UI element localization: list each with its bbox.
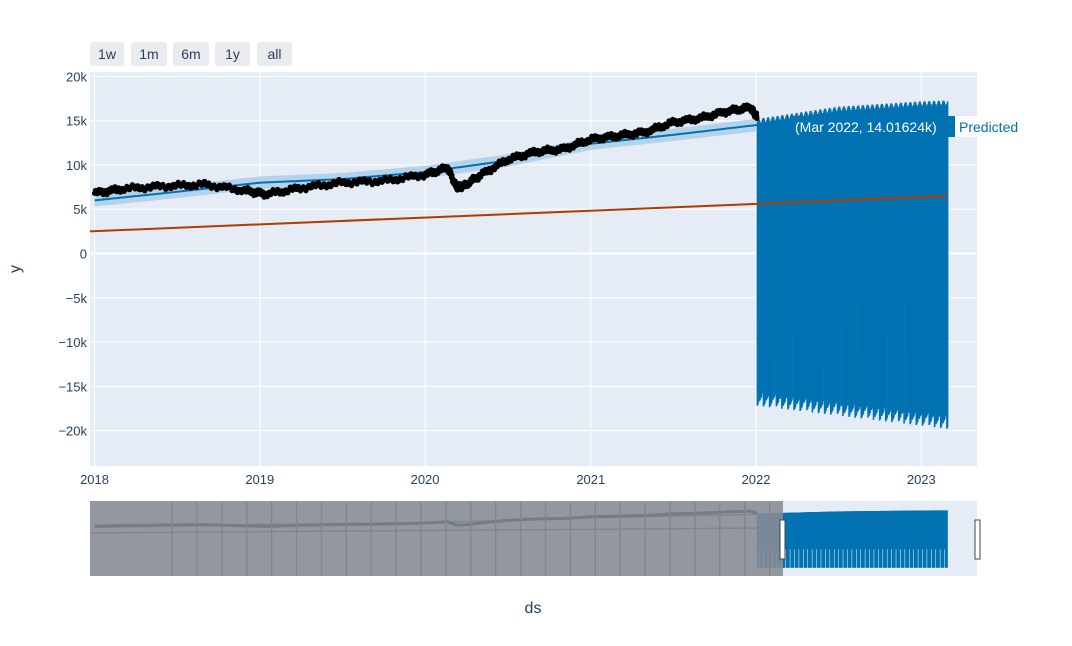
actual-point: [754, 115, 760, 121]
range-slider[interactable]: [89, 501, 981, 576]
x-tick-label: 2019: [245, 472, 274, 487]
trend-line: [89, 194, 948, 233]
y-tick-label: 15k: [66, 114, 87, 129]
x-axis-ticks: 2018 2019 2020 2021 2022 2023: [80, 472, 936, 487]
x-tick-label: 2022: [742, 472, 771, 487]
hover-tooltip-box: [791, 116, 955, 137]
x-axis-title: ds: [525, 600, 542, 617]
hover-tooltip: (Mar 2022, 14.01624k) Predicted: [779, 116, 1028, 137]
range-slider-mask: [90, 501, 783, 576]
range-button-6m[interactable]: 6m: [173, 42, 209, 66]
range-slider-left-handle[interactable]: [779, 519, 786, 560]
hover-tooltip-name-box: [955, 116, 1028, 137]
y-tick-label: 10k: [66, 158, 87, 173]
y-tick-label: 0: [80, 247, 87, 262]
y-tick-label: −15k: [58, 379, 87, 394]
y-tick-label: 5k: [73, 202, 87, 217]
y-tick-label: −20k: [58, 424, 87, 439]
trend-series: [89, 194, 948, 233]
x-tick-label: 2018: [80, 472, 109, 487]
hover-tooltip-arrow: [779, 118, 791, 134]
hover-tooltip-label: (Mar 2022, 14.01624k): [795, 119, 937, 135]
hover-tooltip-series-name: Predicted: [959, 119, 1018, 135]
y-axis-title: y: [7, 265, 24, 273]
range-button-1m[interactable]: 1m: [131, 42, 167, 66]
y-tick-label: −5k: [66, 291, 88, 306]
x-tick-label: 2021: [576, 472, 605, 487]
y-tick-label: 20k: [66, 69, 87, 84]
range-button-1w[interactable]: 1w: [90, 42, 124, 66]
x-tick-label: 2023: [907, 472, 936, 487]
actual-series: [91, 102, 760, 200]
actual-point: [308, 185, 315, 191]
range-button-all[interactable]: all: [257, 42, 292, 66]
y-axis-ticks: 20k 15k 10k 5k 0 −5k −10k −15k −20k: [58, 69, 87, 438]
range-slider-right-handle[interactable]: [974, 519, 981, 560]
x-tick-label: 2020: [411, 472, 440, 487]
y-tick-label: −10k: [58, 335, 87, 350]
actual-point: [478, 174, 484, 180]
range-button-1y[interactable]: 1y: [215, 42, 250, 66]
